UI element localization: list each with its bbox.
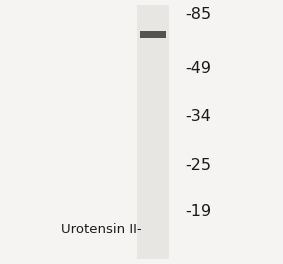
- Text: -49: -49: [185, 61, 211, 76]
- Bar: [140, 31, 166, 38]
- Text: -85: -85: [185, 7, 211, 22]
- Text: -25: -25: [185, 158, 211, 172]
- Text: -34: -34: [185, 109, 211, 124]
- Text: -19: -19: [185, 204, 211, 219]
- Text: Urotensin II-: Urotensin II-: [61, 223, 142, 236]
- Bar: [137, 5, 169, 259]
